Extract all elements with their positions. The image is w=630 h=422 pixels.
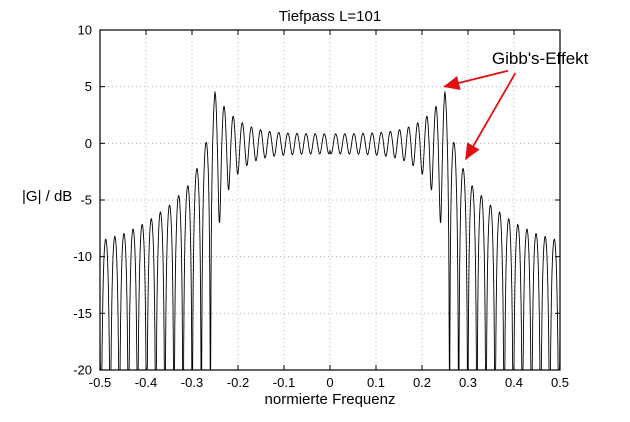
y-tick-label: -10 [73,249,92,264]
x-tick-label: 0.1 [367,375,385,390]
y-tick-label: 10 [78,23,92,38]
y-tick-label: -20 [73,363,92,378]
chart-title: Tiefpass L=101 [279,8,381,25]
x-tick-label: 0.3 [459,375,477,390]
x-tick-label: -0.1 [273,375,295,390]
y-tick-label: 0 [85,136,92,151]
annotation-arrow [464,72,517,160]
gibbs-annotation-label: Gibb's-Effekt [492,49,589,68]
x-tick-label: -0.5 [89,375,111,390]
y-tick-labels: 10 5 0 -5 -10 -15 -20 [73,23,92,378]
gibbs-annotation-arrows [443,69,517,160]
y-tick-label: -15 [73,306,92,321]
x-tick-label: 0.2 [413,375,431,390]
gibbs-annotation: Gibb's-Effekt [443,49,589,160]
y-tick-label: 5 [85,79,92,94]
x-tick-label: 0.5 [551,375,569,390]
x-tick-labels: -0.5 -0.4 -0.3 -0.2 -0.1 0 0.1 0.2 0.3 0.4 0.5 [89,375,569,390]
x-tick-label: -0.2 [227,375,249,390]
x-tick-label: -0.4 [135,375,157,390]
frequency-response-curve [100,90,560,370]
x-tick-label: 0 [326,375,333,390]
x-tick-label: -0.3 [181,375,203,390]
y-tick-label: -5 [80,193,92,208]
x-tick-label: 0.4 [505,375,523,390]
x-axis-label: normierte Frequenz [265,391,396,408]
annotation-arrow [443,69,509,90]
y-axis-label: |G| / dB [22,188,72,205]
grid-lines [100,30,560,370]
